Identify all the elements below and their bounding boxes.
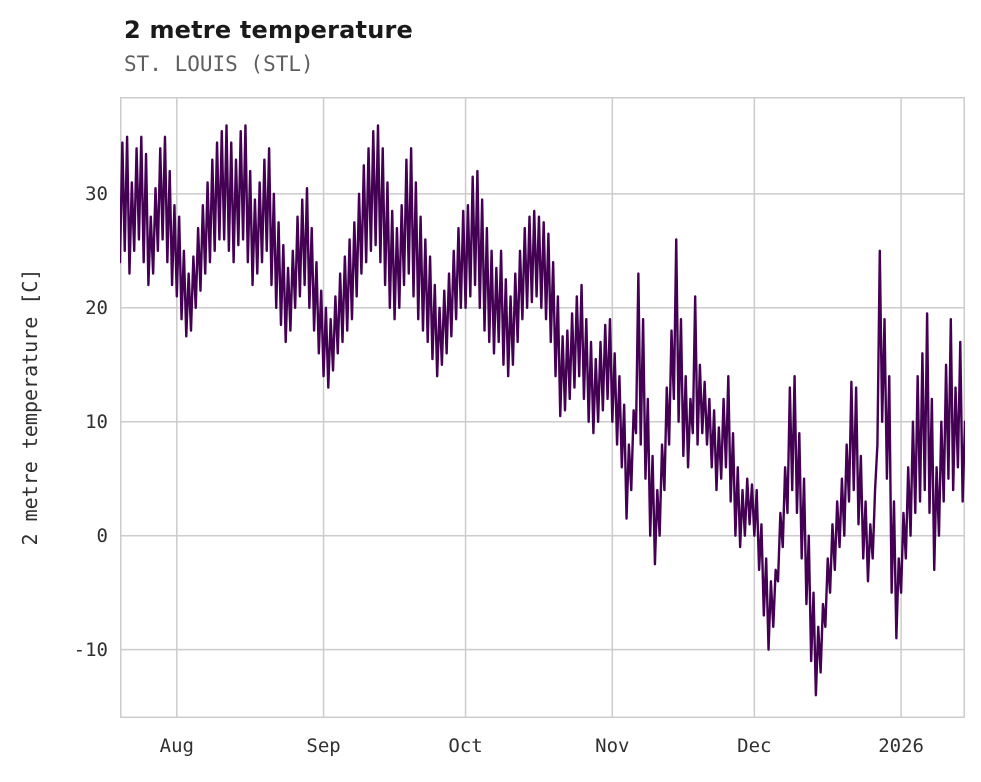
y-tick-label: -10	[73, 638, 108, 661]
y-tick-label: 30	[85, 182, 108, 205]
temperature-series-line	[120, 124, 965, 697]
chart-title: 2 metre temperature	[124, 16, 413, 44]
x-tick-label: Dec	[737, 735, 772, 757]
x-tick-label: Nov	[595, 735, 630, 757]
chart-subtitle: ST. LOUIS (STL)	[124, 52, 314, 76]
x-tick-label: Oct	[448, 735, 483, 757]
y-tick-label: 10	[85, 410, 108, 433]
x-tick-label: 2026	[878, 735, 924, 757]
plot-area	[120, 97, 965, 718]
y-tick-label: 0	[96, 524, 108, 547]
x-tick-label: Sep	[306, 735, 341, 757]
temperature-line-chart	[120, 97, 965, 718]
y-tick-label: 20	[85, 296, 108, 319]
x-tick-label: Aug	[159, 735, 194, 757]
